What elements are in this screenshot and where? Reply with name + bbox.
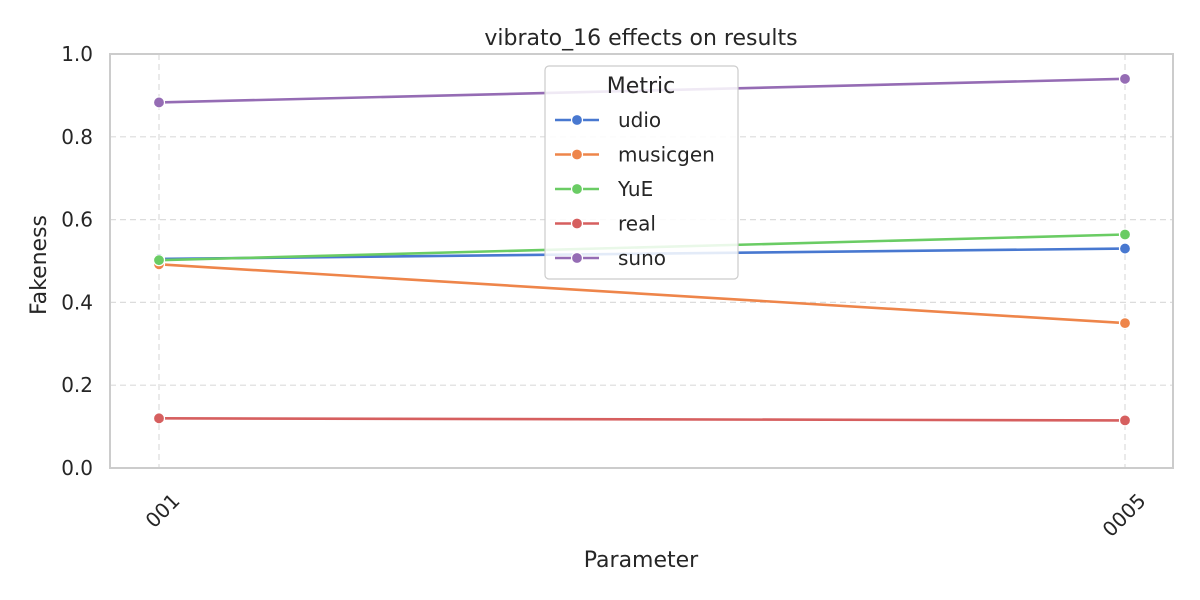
data-point-real (1118, 414, 1132, 427)
y-tick-label: 0.6 (61, 208, 93, 232)
data-point-yue (1118, 228, 1132, 241)
series-line-musicgen (158, 263, 1126, 325)
legend-label: udio (618, 108, 661, 132)
data-point-yue (152, 254, 166, 267)
legend-items: udio musicgen YuE real suno (555, 108, 715, 270)
legend-marker (570, 182, 584, 196)
series-line-real (158, 417, 1126, 422)
y-axis-ticks: 0.0 0.2 0.4 0.6 0.8 1.0 (61, 42, 93, 480)
y-tick-label: 0.2 (61, 373, 93, 397)
y-axis-label: Fakeness (27, 215, 52, 315)
y-tick-label: 0.4 (61, 290, 93, 314)
x-axis-label: Parameter (584, 548, 699, 573)
chart-title: vibrato_16 effects on results (484, 26, 797, 51)
legend: Metric udio musicgen YuE real suno (544, 65, 739, 280)
legend-item-suno: suno (555, 246, 666, 270)
legend-marker (570, 113, 584, 127)
x-tick-label: 001 (141, 489, 185, 533)
plot-frame (109, 53, 1174, 469)
data-point-suno (1118, 72, 1132, 85)
data-point-suno (152, 96, 166, 109)
y-tick-label: 0.8 (61, 125, 93, 149)
legend-item-real: real (555, 212, 656, 236)
y-tick-label: 1.0 (61, 42, 93, 66)
data-point-real (152, 412, 166, 425)
x-tick-label: 0005 (1098, 489, 1151, 542)
x-axis-ticks: 001 0005 (141, 489, 1151, 542)
legend-label: YuE (617, 177, 653, 201)
legend-label: real (618, 212, 656, 236)
legend-label: suno (618, 246, 666, 270)
legend-label: musicgen (618, 143, 715, 167)
legend-item-musicgen: musicgen (555, 143, 715, 167)
legend-marker (570, 217, 584, 230)
legend-title: Metric (607, 74, 675, 99)
data-point-musicgen (1118, 317, 1132, 330)
y-tick-label: 0.0 (61, 456, 93, 480)
data-point-udio (1118, 242, 1132, 255)
legend-item-udio: udio (555, 108, 661, 132)
legend-marker (570, 148, 584, 161)
legend-item-yue: YuE (555, 177, 653, 201)
legend-marker (570, 251, 584, 265)
